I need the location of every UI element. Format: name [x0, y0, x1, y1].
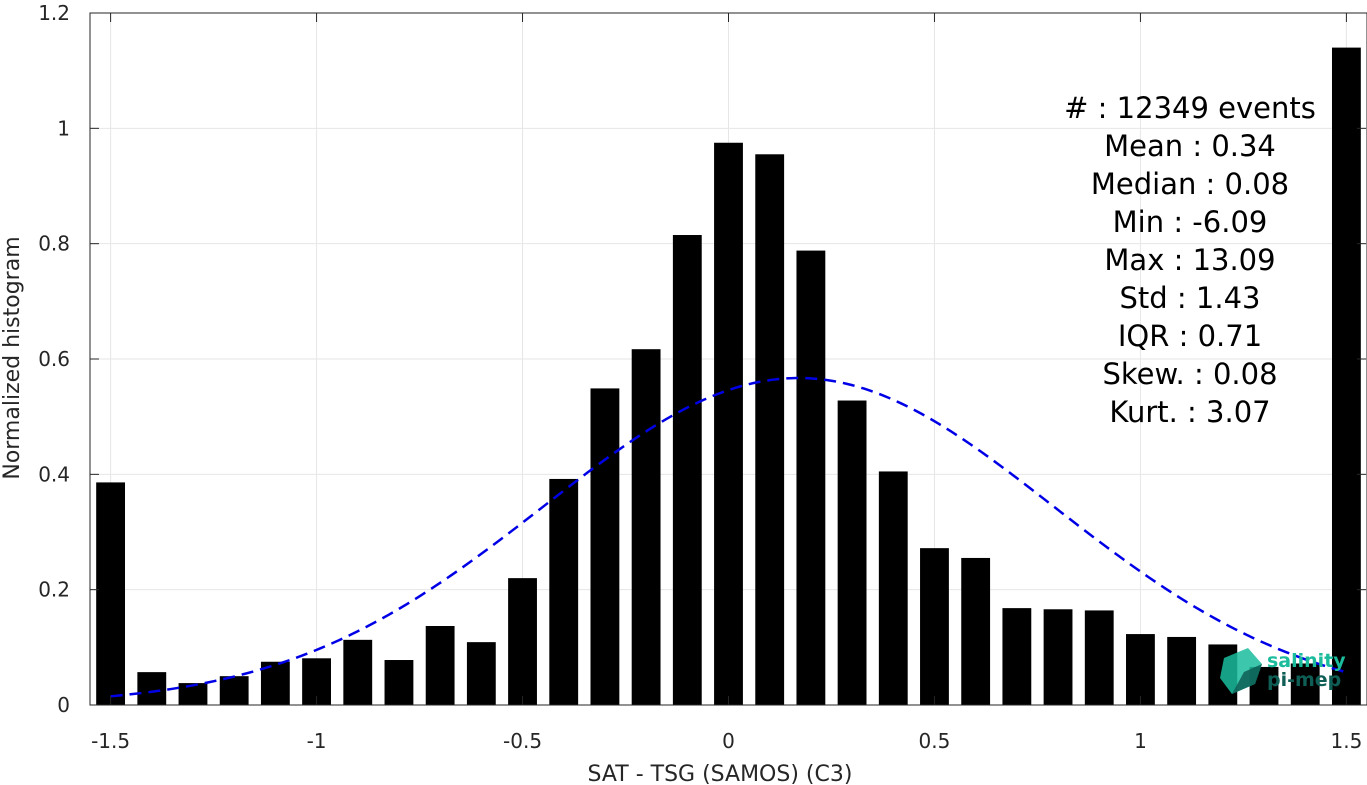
histogram-bar: [878, 471, 908, 705]
histogram-bar: [672, 235, 702, 705]
x-tick-label: 0: [722, 729, 735, 753]
stat-line: Mean : 0.34: [1104, 129, 1276, 163]
histogram-bar: [343, 639, 373, 705]
histogram-bar: [508, 578, 537, 705]
x-tick-label: -1: [307, 729, 327, 753]
x-tick-label: 0.5: [919, 729, 951, 753]
x-tick-label: -0.5: [503, 729, 542, 753]
stat-line: Median : 0.08: [1091, 167, 1289, 201]
y-tick-label: 0: [57, 693, 70, 717]
axis-ticks: [90, 12, 1366, 706]
y-tick-label: 1.2: [38, 1, 70, 25]
histogram-bar: [219, 676, 249, 705]
histogram-bar: [549, 478, 579, 705]
y-tick-label: 0.2: [38, 578, 70, 602]
histogram-bar: [1002, 608, 1032, 705]
stat-line: Std : 1.43: [1120, 281, 1261, 315]
y-tick-label: 0.8: [38, 232, 70, 256]
histogram-bar: [425, 625, 455, 705]
histogram-bar: [96, 482, 126, 705]
y-tick-label: 1: [57, 116, 70, 140]
histogram-bar: [920, 548, 949, 705]
stat-line: Max : 13.09: [1104, 243, 1275, 277]
histogram-bar: [1290, 663, 1320, 705]
x-tick-label: 1.5: [1330, 729, 1362, 753]
x-tick-labels: -1.5 -1 -0.5 0 0.5 1 1.5: [91, 729, 1362, 753]
histogram-bar: [631, 349, 661, 705]
y-tick-label: 0.6: [38, 347, 70, 371]
normal-fit-curve: [110, 376, 1347, 698]
histogram-bar: [961, 557, 991, 705]
histogram-bar: [796, 250, 826, 705]
bars: [96, 47, 1361, 706]
stat-line: # : 12349 events: [1064, 91, 1316, 125]
stat-line: IQR : 0.71: [1118, 319, 1262, 353]
histogram-bar: [590, 388, 620, 705]
histogram-bar: [1084, 610, 1114, 705]
histogram-bar: [1126, 634, 1155, 705]
stat-line: Skew. : 0.08: [1102, 357, 1277, 391]
histogram-bar: [178, 683, 208, 705]
y-tick-labels: 0 0.2 0.4 0.6 0.8 1 1.2: [38, 1, 70, 717]
statistics-annotation: # : 12349 events Mean : 0.34 Median : 0.08…: [1064, 91, 1316, 429]
stat-line: Kurt. : 3.07: [1109, 395, 1270, 429]
histogram-bar: [1331, 47, 1361, 706]
x-tick-label: -1.5: [91, 729, 130, 753]
x-tick-label: 1: [1134, 729, 1147, 753]
salinity-pi-mep-logo: salinity pi-mep: [1220, 648, 1346, 694]
histogram-bar: [714, 142, 743, 705]
x-axis-label: SAT - TSG (SAMOS) (C3): [588, 762, 853, 785]
histogram-bar: [1167, 636, 1197, 705]
logo-text-pi-mep: pi-mep: [1267, 669, 1341, 691]
histogram-bar: [837, 400, 867, 705]
histogram-bar: [1043, 609, 1073, 705]
histogram-bar: [137, 672, 167, 705]
histogram-bar: [384, 660, 414, 705]
logo-cube-shade: [1232, 664, 1262, 694]
histogram-bar: [755, 154, 785, 706]
y-axis-label: Normalized histogram: [0, 236, 25, 479]
stat-line: Min : -6.09: [1113, 205, 1268, 239]
y-tick-label: 0.4: [38, 462, 70, 486]
histogram-bar: [466, 642, 496, 705]
logo-text-salinity: salinity: [1267, 650, 1346, 672]
